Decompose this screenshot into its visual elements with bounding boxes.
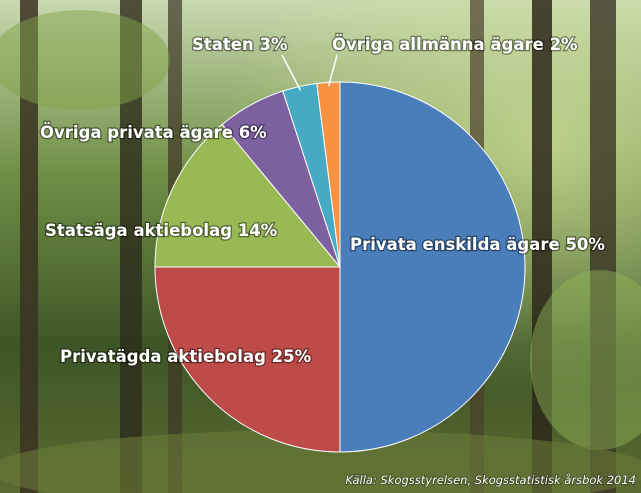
chart: Privata enskilda ägare 50% Privatägda akt…: [0, 0, 641, 493]
value-label: 3%: [259, 35, 287, 54]
category-name: Privatägda aktiebolag: [60, 347, 266, 366]
category-name: Övriga allmänna ägare: [332, 35, 544, 54]
value-label: 2%: [550, 35, 578, 54]
category-name: Statsäga aktiebolag: [45, 221, 232, 240]
source-note: Källa: Skogsstyrelsen, Skogsstatistisk å…: [345, 473, 636, 487]
category-name: Privata enskilda ägare: [350, 235, 560, 254]
data-label: Övriga allmänna ägare 2%: [332, 35, 578, 54]
page: {"chart_data": {"type": "pie", "categori…: [0, 0, 641, 493]
data-label: Statsäga aktiebolag 14%: [45, 221, 278, 240]
value-label: 14%: [238, 221, 278, 240]
value-label: 50%: [565, 235, 605, 254]
data-label: Privatägda aktiebolag 25%: [60, 347, 312, 366]
data-label: Övriga privata ägare 6%: [40, 123, 267, 142]
data-label: Privata enskilda ägare 50%: [350, 235, 605, 254]
data-label: Staten 3%: [192, 35, 288, 54]
category-name: Staten: [192, 35, 254, 54]
value-label: 6%: [239, 123, 267, 142]
value-label: 25%: [272, 347, 312, 366]
category-name: Övriga privata ägare: [40, 123, 233, 142]
